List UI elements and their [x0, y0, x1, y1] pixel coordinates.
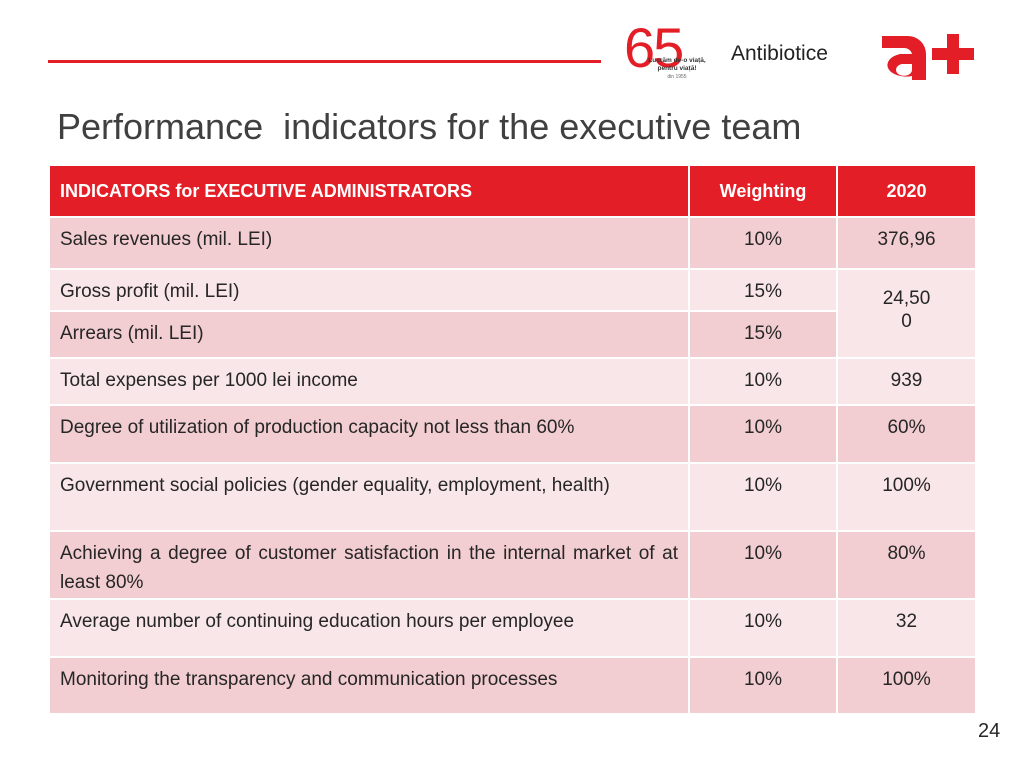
anniversary-number: 65 [624, 16, 684, 79]
value-cell: 376,96 [836, 216, 977, 270]
indicator-cell: Gross profit (mil. LEI) [48, 268, 690, 312]
indicator-cell: Sales revenues (mil. LEI) [48, 216, 690, 270]
value-cell: 939 [836, 357, 977, 406]
table-row: Government social policies (gender equal… [48, 462, 977, 532]
indicator-cell: Degree of utilization of production capa… [48, 404, 690, 464]
value-cell: 24,50 [882, 288, 931, 309]
weighting-cell: 15% [688, 310, 838, 359]
value-cell: 60% [836, 404, 977, 464]
brand-logo-icon [882, 34, 974, 80]
weighting-cell: 15% [688, 268, 838, 312]
indicator-cell: Arrears (mil. LEI) [48, 310, 690, 359]
table-row: Gross profit (mil. LEI) 15% 24,50 0 [48, 268, 977, 359]
table-row: Monitoring the transparency and communic… [48, 656, 977, 715]
indicator-cell: Achieving a degree of customer satisfact… [48, 530, 690, 600]
indicator-cell: Monitoring the transparency and communic… [48, 656, 690, 715]
col-header-2020: 2020 [836, 164, 977, 218]
col-header-indicators: INDICATORS for EXECUTIVE ADMINISTRATORS [48, 164, 690, 218]
weighting-cell: 10% [688, 216, 838, 270]
indicator-cell: Total expenses per 1000 lei income [48, 357, 690, 406]
table-row: Total expenses per 1000 lei income 10% 9… [48, 357, 977, 406]
weighting-cell: 10% [688, 530, 838, 600]
table-row: Achieving a degree of customer satisfact… [48, 530, 977, 600]
weighting-cell: 10% [688, 656, 838, 715]
anniversary-tagline: Lucrăm de-o viață, pentru viață! din 195… [648, 57, 706, 80]
value-cell: 0 [901, 311, 912, 332]
table-row: Degree of utilization of production capa… [48, 404, 977, 464]
indicator-cell: Average number of continuing education h… [48, 598, 690, 658]
table-row: Sales revenues (mil. LEI) 10% 376,96 [48, 216, 977, 270]
header-rule [48, 60, 601, 63]
anniversary-logo: 65 Lucrăm de-o viață, pentru viață! din … [624, 16, 706, 94]
weighting-cell: 10% [688, 462, 838, 532]
value-cell-merged: 24,50 0 [836, 268, 977, 359]
weighting-cell: 10% [688, 404, 838, 464]
indicators-table: INDICATORS for EXECUTIVE ADMINISTRATORS … [48, 164, 977, 715]
weighting-cell: 10% [688, 357, 838, 406]
page-title: Performance indicators for the executive… [57, 106, 802, 147]
table-row: Average number of continuing education h… [48, 598, 977, 658]
page-number: 24 [978, 720, 1001, 742]
value-cell: 100% [836, 656, 977, 715]
table-header-row: INDICATORS for EXECUTIVE ADMINISTRATORS … [48, 164, 977, 218]
indicator-cell: Government social policies (gender equal… [48, 462, 690, 532]
value-cell: 100% [836, 462, 977, 532]
table-row: Arrears (mil. LEI) 15% [48, 310, 976, 359]
value-cell: 80% [836, 530, 977, 600]
weighting-cell: 10% [688, 598, 838, 658]
col-header-weighting: Weighting [688, 164, 838, 218]
brand-name: Antibiotice [731, 42, 828, 65]
value-cell: 32 [836, 598, 977, 658]
